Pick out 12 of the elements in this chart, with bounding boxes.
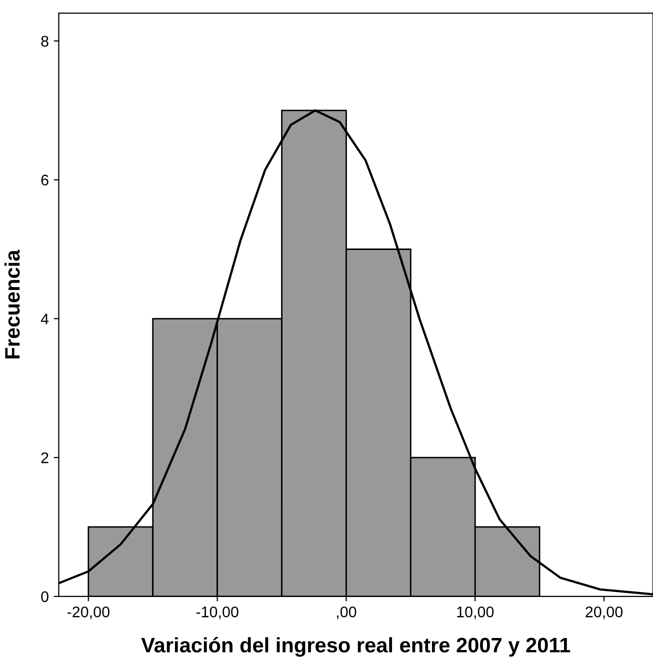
x-tick-label: -20,00 xyxy=(67,606,110,620)
x-tick-label: -10,00 xyxy=(196,606,238,620)
y-tick-label: 4 xyxy=(40,314,49,324)
y-tick-label: 6 xyxy=(41,174,48,186)
x-tick-label: 20,00 xyxy=(586,606,623,620)
y-axis-title: Frecuencia xyxy=(4,250,20,358)
y-tick-label: 0 xyxy=(41,591,48,602)
x-tick-label: ,00 xyxy=(336,606,356,620)
y-tick-label: 8 xyxy=(41,36,48,47)
y-tick-label: 2 xyxy=(41,452,48,464)
x-axis-title: Variación del ingreso real entre 2007 y 2011 xyxy=(141,637,570,657)
x-tick-label: 10,00 xyxy=(457,606,494,620)
